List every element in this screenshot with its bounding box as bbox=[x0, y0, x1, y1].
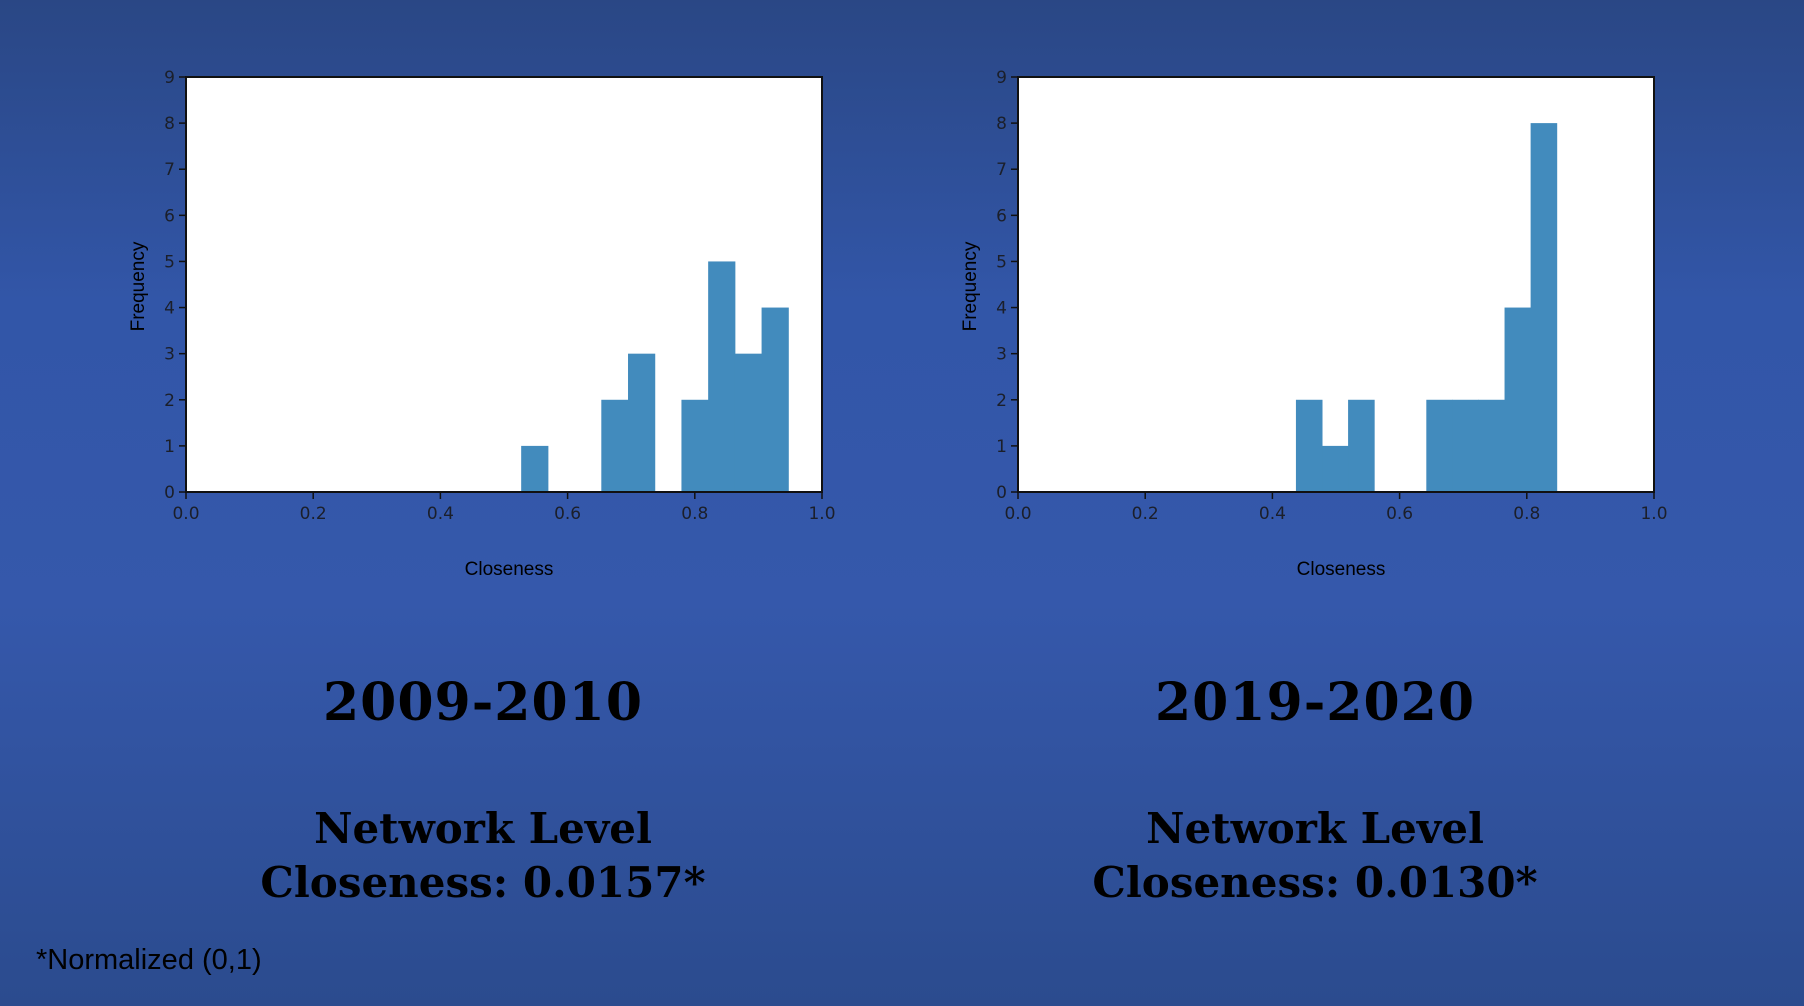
x-tick-label: 0.4 bbox=[427, 504, 454, 524]
y-axis-label: Frequency bbox=[128, 241, 149, 331]
x-tick-label: 1.0 bbox=[1640, 504, 1667, 524]
x-tick-label: 0.2 bbox=[1132, 504, 1159, 524]
histogram-bar bbox=[1452, 399, 1479, 492]
histogram-bar bbox=[1322, 445, 1349, 492]
x-tick-label: 0.2 bbox=[300, 504, 327, 524]
x-tick-label: 0.6 bbox=[1386, 504, 1413, 524]
plot-frame bbox=[1017, 76, 1655, 493]
period-title-right: 2019-2020 bbox=[1154, 672, 1476, 733]
y-tick-label: 7 bbox=[164, 160, 175, 180]
y-tick-label: 6 bbox=[164, 206, 175, 226]
plot-area bbox=[1018, 77, 1654, 492]
histogram-bar bbox=[628, 353, 656, 492]
metric-value-right: Closeness: 0.0130* bbox=[1092, 858, 1538, 907]
histogram-bar bbox=[521, 445, 549, 492]
y-tick-label: 6 bbox=[996, 206, 1007, 226]
metric-label-left: Network Level bbox=[314, 804, 652, 853]
x-tick-label: 0.8 bbox=[681, 504, 708, 524]
y-tick-label: 5 bbox=[164, 252, 175, 272]
y-tick-label: 9 bbox=[164, 68, 175, 88]
histogram-bar bbox=[734, 353, 763, 492]
network-closeness-left: Network Level Closeness: 0.0157* bbox=[133, 802, 833, 910]
metric-value-left: Closeness: 0.0157* bbox=[260, 858, 706, 907]
y-tick-label: 3 bbox=[996, 345, 1007, 365]
x-tick-label: 0.8 bbox=[1513, 504, 1540, 524]
network-closeness-right: Network Level Closeness: 0.0130* bbox=[965, 802, 1665, 910]
y-tick-label: 2 bbox=[996, 391, 1007, 411]
x-tick-label: 0.0 bbox=[172, 504, 199, 524]
histogram-left: 0.0 0.2 0.4 0.6 0.8 1.0 0 1 2 3 4 5 6 7 8 9 Closeness Fre… bbox=[128, 68, 836, 580]
histogram-bar bbox=[1295, 399, 1323, 492]
histogram-bar bbox=[1426, 399, 1453, 492]
x-axis-label: Closeness bbox=[1297, 559, 1386, 580]
x-tick-label: 1.0 bbox=[808, 504, 835, 524]
metric-label-right: Network Level bbox=[1146, 804, 1484, 853]
y-tick-label: 7 bbox=[996, 160, 1007, 180]
y-tick-label: 8 bbox=[996, 114, 1007, 134]
histogram-bar bbox=[1504, 307, 1532, 492]
histogram-bar bbox=[1530, 123, 1558, 492]
y-tick-label: 1 bbox=[164, 437, 175, 457]
histogram-bar bbox=[1478, 399, 1506, 492]
x-tick-label: 0.6 bbox=[554, 504, 581, 524]
normalization-footnote: *Normalized (0,1) bbox=[36, 944, 262, 976]
y-tick-label: 5 bbox=[996, 252, 1007, 272]
period-title-left: 2009-2010 bbox=[322, 672, 644, 733]
y-tick-label: 9 bbox=[996, 68, 1007, 88]
histogram-bar bbox=[708, 261, 736, 492]
y-tick-label: 0 bbox=[164, 483, 175, 503]
histogram-bar bbox=[601, 399, 629, 492]
y-axis-label: Frequency bbox=[960, 241, 981, 331]
histogram-right: 0.0 0.2 0.4 0.6 0.8 1.0 0 1 2 3 4 5 6 7 8 9 Closeness Fre… bbox=[960, 68, 1668, 580]
y-tick-label: 4 bbox=[996, 299, 1007, 319]
y-tick-label: 8 bbox=[164, 114, 175, 134]
histogram-bar bbox=[1348, 399, 1375, 492]
y-tick-label: 1 bbox=[996, 437, 1007, 457]
plot-frame bbox=[185, 76, 823, 493]
y-tick-label: 4 bbox=[164, 299, 175, 319]
x-axis-label: Closeness bbox=[465, 559, 554, 580]
histogram-bar bbox=[681, 399, 709, 492]
histogram-bar bbox=[761, 307, 789, 492]
y-tick-label: 2 bbox=[164, 391, 175, 411]
y-tick-label: 0 bbox=[996, 483, 1007, 503]
y-tick-label: 3 bbox=[164, 345, 175, 365]
x-tick-label: 0.0 bbox=[1004, 504, 1031, 524]
x-tick-label: 0.4 bbox=[1259, 504, 1286, 524]
